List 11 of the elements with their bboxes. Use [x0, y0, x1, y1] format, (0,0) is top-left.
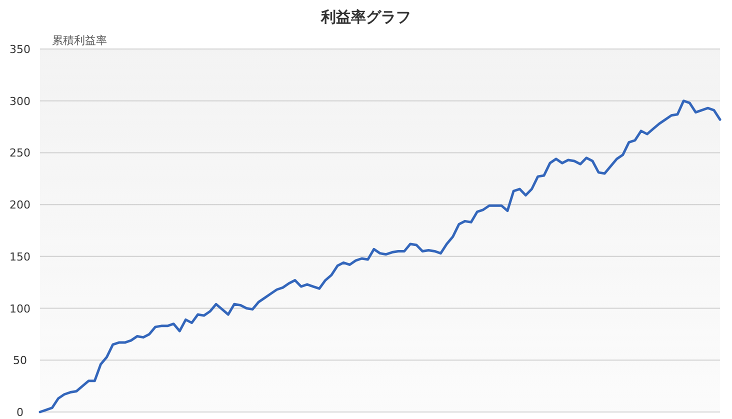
y-tick-label: 150 — [10, 250, 30, 264]
y-tick-label: 50 — [13, 354, 27, 368]
chart-title: 利益率グラフ — [320, 8, 411, 26]
y-tick-label: 0 — [16, 406, 24, 419]
y-tick-label: 350 — [10, 43, 30, 56]
y-tick-label: 100 — [10, 302, 30, 316]
y-tick-label: 250 — [10, 146, 30, 160]
y-tick-label: 200 — [10, 198, 30, 212]
line-series — [38, 100, 722, 414]
y-tick-label: 300 — [10, 94, 30, 108]
y-axis-title: 累積利益率 — [52, 34, 107, 47]
